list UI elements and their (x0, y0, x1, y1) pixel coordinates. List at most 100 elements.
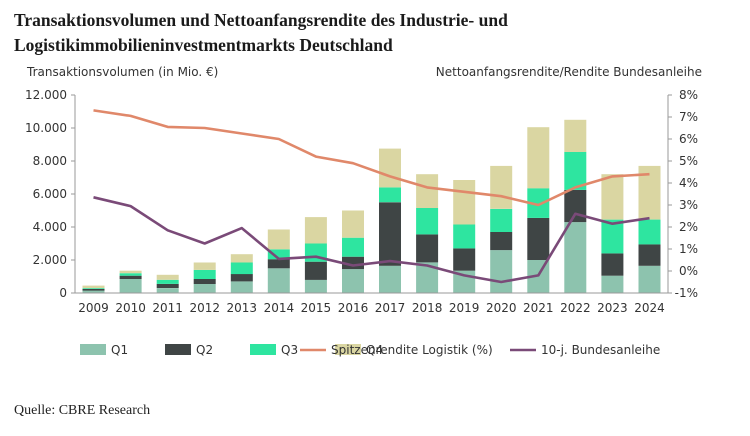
bar-q4-2023 (601, 174, 624, 220)
bar-q3-2024 (638, 219, 661, 245)
bar-q4-2024 (638, 165, 661, 220)
bar-q1-2015 (304, 279, 327, 293)
bar-q4-2020 (490, 165, 513, 209)
bar-q3-2022 (564, 151, 587, 190)
y-right-tick-label: -1% (675, 286, 698, 300)
x-tick-label-2020: 2020 (486, 301, 517, 315)
y-left-tick-label: 10.000 (25, 121, 67, 135)
legend-label-q1: Q1 (111, 343, 128, 357)
bar-q1-2024 (638, 265, 661, 293)
bar-q4-2012 (193, 262, 216, 270)
line-bundesanleihe (93, 196, 650, 284)
source-note: Quelle: CBRE Research (14, 403, 151, 418)
y-right-tick-label: 5% (679, 154, 698, 168)
x-tick-label-2013: 2013 (227, 301, 258, 315)
x-tick-label-2016: 2016 (338, 301, 369, 315)
bar-q2-2015 (304, 261, 327, 280)
bar-q2-2011 (156, 283, 179, 288)
x-tick-label-2018: 2018 (412, 301, 443, 315)
y-left-tick-label: 6.000 (33, 187, 67, 201)
bar-q3-2017 (379, 187, 401, 203)
bar-q1-2011 (156, 288, 179, 293)
bar-q1-2014 (267, 268, 290, 294)
x-tick-label-2017: 2017 (375, 301, 406, 315)
chart-canvas: 0 2.000 4.000 6.000 8.000 10.000 12.000 -1% 0% 1%… (25, 88, 698, 357)
bars-layer (82, 119, 661, 294)
bar-q2-2012 (193, 279, 216, 284)
y-left-tick-label: 12.000 (25, 88, 67, 102)
bar-q3-2019 (453, 224, 476, 249)
bar-q1-2022 (564, 222, 587, 293)
y-right-tick-label: 8% (679, 88, 698, 102)
bar-q4-2010 (119, 270, 142, 274)
x-tick-label-2022: 2022 (560, 301, 591, 315)
bar-q2-2017 (379, 202, 401, 266)
bar-q1-2020 (490, 250, 513, 293)
bar-q3-2010 (119, 273, 142, 276)
x-tick-label-2010: 2010 (115, 301, 146, 315)
y-right-tick-label: 4% (679, 176, 698, 190)
lines-layer (93, 109, 650, 284)
legend-swatch-q3 (250, 344, 276, 355)
bar-q4-2018 (416, 174, 439, 208)
legend-label-q2: Q2 (196, 343, 213, 357)
y-left-tick-label: 0 (59, 286, 67, 300)
bar-q2-2020 (490, 231, 513, 251)
bar-q2-2013 (230, 274, 253, 282)
y-left-tick-label: 2.000 (33, 253, 67, 267)
bar-q1-2013 (230, 281, 253, 293)
x-tick-label-2014: 2014 (264, 301, 295, 315)
bar-q2-2023 (601, 253, 624, 276)
y-right-tick-label: 2% (679, 220, 698, 234)
bar-q2-2018 (416, 234, 439, 263)
bar-q1-2009 (82, 290, 105, 293)
y-right-tick-label: 3% (679, 198, 698, 212)
bar-q3-2021 (527, 188, 550, 218)
line-spitzenrendite-logistik (93, 109, 650, 207)
bar-q4-2011 (156, 274, 179, 280)
y-left-tick-label: 4.000 (33, 220, 67, 234)
bar-q1-2023 (601, 275, 624, 293)
bar-q2-2019 (453, 248, 476, 271)
bar-q4-2015 (304, 217, 327, 244)
bar-q2-2014 (267, 259, 290, 269)
y-right-tick-label: 7% (679, 110, 698, 124)
bar-q4-2022 (564, 119, 587, 152)
legend-swatch-q1 (80, 344, 106, 355)
bar-q4-2016 (342, 210, 364, 238)
legend-label-bundesanleihe: 10-j. Bundesanleihe (541, 343, 660, 357)
bar-q4-2019 (453, 180, 476, 225)
legend-label-q4: Q4 (366, 343, 383, 357)
x-tick-label-2019: 2019 (449, 301, 480, 315)
y-right-tick-label: 0% (679, 264, 698, 278)
bar-q3-2023 (601, 219, 624, 254)
y-right-tick-label: 1% (679, 242, 698, 256)
x-tick-label-2009: 2009 (78, 301, 109, 315)
bar-q3-2020 (490, 208, 513, 232)
bar-q2-2010 (119, 275, 142, 279)
bar-q4-2009 (82, 285, 105, 289)
bar-q1-2017 (379, 265, 401, 293)
y-right-tick-label: 6% (679, 132, 698, 146)
bar-q4-2021 (527, 127, 550, 189)
y-left-tick-label: 8.000 (33, 154, 67, 168)
axes-layer: 0 2.000 4.000 6.000 8.000 10.000 12.000 -1% 0% 1%… (25, 88, 698, 315)
legend-swatch-q2 (165, 344, 191, 355)
x-tick-label-2011: 2011 (152, 301, 183, 315)
legend-swatch-q4 (335, 344, 361, 355)
bar-q2-2022 (564, 189, 587, 223)
chart-title: Transaktionsvolumen und Nettoanfangsrend… (14, 10, 508, 55)
bar-q3-2012 (193, 269, 216, 279)
bar-q3-2013 (230, 262, 253, 275)
bar-q3-2018 (416, 208, 439, 235)
bar-q4-2014 (267, 229, 290, 250)
x-tick-label-2012: 2012 (189, 301, 220, 315)
y-axis-left-title: Transaktionsvolumen (in Mio. €) (27, 65, 219, 79)
bar-q1-2012 (193, 283, 216, 293)
bar-q3-2009 (82, 288, 105, 289)
bar-q4-2013 (230, 254, 253, 263)
bar-q1-2018 (416, 262, 439, 293)
bar-q3-2014 (267, 249, 290, 260)
x-tick-label-2015: 2015 (301, 301, 332, 315)
